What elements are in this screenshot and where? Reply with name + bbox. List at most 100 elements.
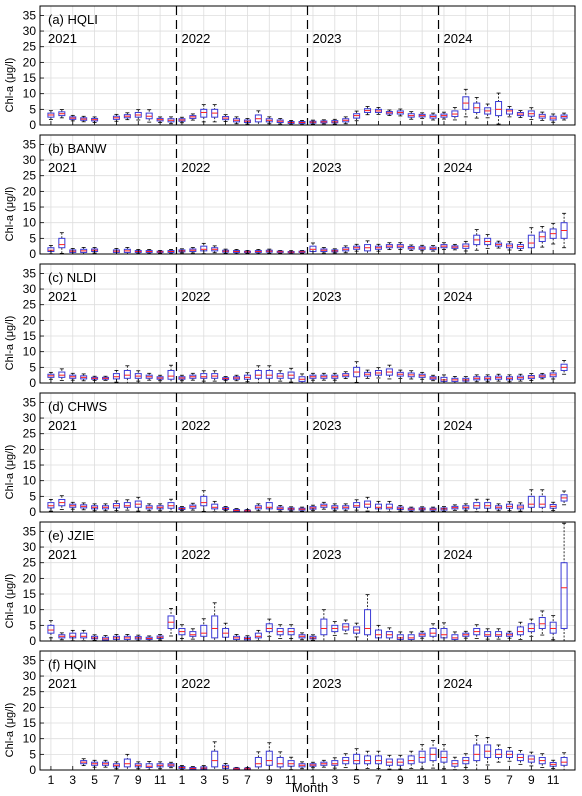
y-tick-label: 35 (23, 266, 37, 280)
x-tick-label: 1 (48, 773, 55, 787)
x-tick-label: 5 (91, 773, 98, 787)
x-tick-label: 5 (484, 773, 491, 787)
box (495, 631, 503, 637)
y-tick-label: 5 (29, 360, 36, 374)
x-tick-label: 9 (135, 773, 142, 787)
box (200, 108, 208, 118)
box (527, 234, 535, 249)
year-label: 2023 (313, 418, 342, 433)
y-tick-label: 20 (23, 442, 37, 456)
x-tick-label: 11 (416, 773, 429, 787)
y-tick-label: 35 (23, 395, 37, 409)
box (484, 631, 492, 637)
y-tick-label: 10 (23, 603, 37, 617)
y-axis-label: Chl-a (μg/l) (4, 187, 16, 242)
year-label: 2023 (313, 289, 342, 304)
x-tick-label: 3 (462, 773, 469, 787)
year-label: 2024 (444, 418, 473, 433)
box (364, 755, 372, 765)
y-tick-label: 0 (29, 505, 36, 519)
y-tick-label: 35 (23, 137, 37, 151)
box (527, 495, 535, 508)
y-tick-label: 25 (23, 169, 37, 183)
y-tick-label: 20 (23, 55, 37, 69)
y-tick-label: 15 (23, 587, 37, 601)
panel-title: (c) NLDI (48, 270, 96, 285)
y-tick-label: 35 (23, 653, 37, 667)
box (189, 631, 197, 637)
year-label: 2024 (444, 676, 473, 691)
box (47, 624, 55, 634)
y-tick-label: 25 (23, 40, 37, 54)
y-tick-label: 15 (23, 329, 37, 343)
box (123, 369, 131, 379)
x-tick-label: 7 (113, 773, 120, 787)
panel-title: (e) JZIE (48, 528, 95, 543)
y-tick-label: 25 (23, 685, 37, 699)
y-tick-label: 5 (29, 747, 36, 761)
y-tick-label: 10 (23, 216, 37, 230)
year-label: 2021 (48, 289, 77, 304)
y-tick-label: 25 (23, 556, 37, 570)
box (495, 749, 503, 758)
box (538, 617, 546, 629)
x-tick-label: 3 (331, 773, 338, 787)
y-tick-label: 30 (23, 411, 37, 425)
y-tick-label: 25 (23, 427, 37, 441)
box (254, 632, 262, 639)
y-tick-label: 5 (29, 231, 36, 245)
x-tick-label: 11 (285, 773, 298, 787)
box (265, 623, 273, 633)
y-tick-label: 30 (23, 669, 37, 683)
box (560, 562, 568, 629)
panel-frame (39, 263, 576, 384)
box (549, 621, 557, 634)
x-tick-label: 1 (310, 773, 317, 787)
box (353, 502, 361, 508)
y-tick-label: 0 (29, 118, 36, 132)
box (123, 502, 131, 508)
box (495, 101, 503, 117)
y-tick-label: 20 (23, 571, 37, 585)
x-tick-label: 7 (506, 773, 513, 787)
panel-frame (39, 392, 576, 513)
year-label: 2023 (313, 160, 342, 175)
year-label: 2022 (181, 547, 210, 562)
y-tick-label: 15 (23, 716, 37, 730)
y-tick-label: 15 (23, 71, 37, 85)
x-tick-label: 9 (397, 773, 404, 787)
panel-frame (39, 134, 576, 255)
y-tick-label: 10 (23, 87, 37, 101)
panel-frame (39, 650, 576, 771)
y-axis-label: Chl-a (μg/l) (4, 316, 16, 371)
y-tick-label: 35 (23, 8, 37, 22)
box (374, 755, 382, 765)
panel-title: (a) HQLI (48, 12, 98, 27)
box (364, 609, 372, 636)
x-tick-label: 11 (547, 773, 560, 787)
y-tick-label: 0 (29, 763, 36, 777)
box (538, 495, 546, 508)
y-tick-label: 15 (23, 458, 37, 472)
year-label: 2024 (444, 31, 473, 46)
year-label: 2021 (48, 676, 77, 691)
y-axis-label: Chl-a (μg/l) (4, 703, 16, 758)
box (200, 624, 208, 637)
y-tick-label: 30 (23, 153, 37, 167)
y-tick-label: 5 (29, 618, 36, 632)
year-label: 2024 (444, 547, 473, 562)
y-tick-label: 20 (23, 700, 37, 714)
y-tick-label: 25 (23, 298, 37, 312)
box (353, 753, 361, 765)
box (123, 758, 131, 768)
box (58, 237, 66, 249)
year-label: 2022 (181, 160, 210, 175)
y-tick-label: 10 (23, 345, 37, 359)
x-tick-label: 5 (353, 773, 360, 787)
